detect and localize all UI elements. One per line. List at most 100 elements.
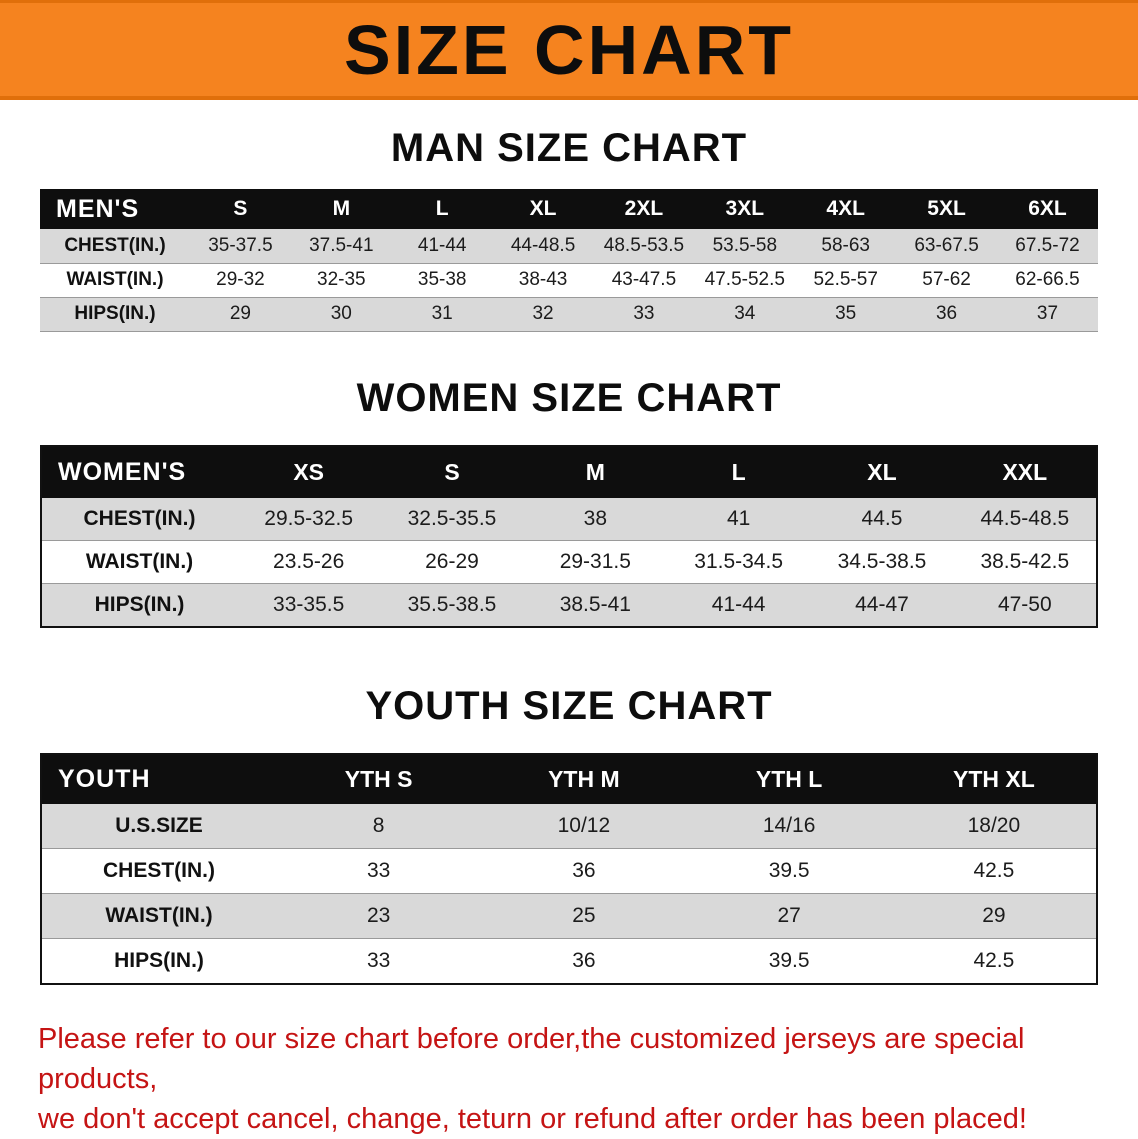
measurement-cell: 25: [572, 904, 596, 927]
measurement-cell: 41-44: [711, 592, 766, 616]
women-measurement-row: HIPS(IN.) 33-35.5 35.5-38.5 38.5-41 41-44 44-…: [41, 583, 1097, 627]
measurement-cell: 32: [532, 303, 554, 324]
measurement-cell: 42.5: [973, 948, 1015, 972]
measurement-cell: 42.5: [973, 859, 1015, 882]
women-size-header: XL: [810, 445, 954, 498]
women-header-row: WOMEN'S XS S M L XL XXL: [41, 445, 1097, 498]
row-label: U.S.SIZE: [115, 813, 203, 837]
measurement-cell: 41: [726, 506, 751, 530]
measurement-cell: 33: [633, 303, 655, 324]
women-size-header: L: [666, 445, 811, 498]
measurement-cell: 63-67.5: [914, 234, 979, 256]
measurement-cell: 44.5: [861, 506, 903, 530]
men-size-header: 4XL: [795, 189, 897, 229]
measurement-cell: 58-63: [821, 234, 870, 256]
men-measurement-row: WAIST(IN.) 29-32 32-35 35-38 38-43 43-47.5 47.…: [40, 263, 1098, 297]
measurement-cell: 32-35: [317, 269, 366, 290]
youth-table-title: YOUTH: [41, 753, 276, 804]
measurement-cell: 53.5-58: [712, 234, 778, 256]
measurement-cell: 35-38: [417, 269, 467, 290]
youth-size-header: YTH S: [276, 753, 482, 804]
measurement-cell: 36: [572, 948, 596, 972]
measurement-cell: 29-32: [216, 269, 265, 290]
measurement-cell: 34.5-38.5: [837, 550, 927, 573]
men-size-table: MEN'S S M L XL 2XL 3XL 4XL 5XL 6XL CHEST(IN.) 35-37…: [40, 189, 1098, 332]
page-title: SIZE CHART: [344, 10, 794, 89]
men-section-heading: MAN SIZE CHART: [390, 126, 748, 170]
measurement-cell: 67.5-72: [1015, 234, 1080, 256]
men-measurement-row: CHEST(IN.) 35-37.5 37.5-41 41-44 44-48.5 48.5…: [40, 229, 1098, 263]
measurement-cell: 44.5-48.5: [980, 506, 1070, 530]
youth-measurement-row: WAIST(IN.) 23 25 27 29: [41, 893, 1097, 939]
measurement-cell: 33: [366, 948, 391, 972]
youth-measurement-row: CHEST(IN.) 33 36 39.5 42.5: [41, 848, 1097, 894]
measurement-cell: 38: [583, 506, 607, 530]
men-size-header: 6XL: [997, 189, 1098, 229]
measurement-cell: 18/20: [967, 813, 1021, 837]
measurement-cell: 10/12: [557, 813, 611, 837]
measurement-cell: 29: [982, 904, 1006, 927]
row-label: HIPS(IN.): [94, 592, 185, 616]
men-measurement-row: HIPS(IN.) 29 30 31 32 33 34 35 36 37: [40, 297, 1098, 331]
row-label: CHEST(IN.): [64, 234, 166, 256]
footer-disclaimer-line2: we don't accept cancel, change, teturn o…: [38, 1102, 1027, 1135]
youth-measurement-row: U.S.SIZE 8 10/12 14/16 18/20: [41, 803, 1097, 849]
measurement-cell: 35.5-38.5: [407, 592, 497, 616]
youth-header-row: YOUTH YTH S YTH M YTH L YTH XL: [41, 753, 1097, 804]
measurement-cell: 33-35.5: [273, 592, 345, 616]
women-size-header: S: [380, 445, 524, 498]
measurement-cell: 29.5-32.5: [264, 506, 354, 530]
row-label: HIPS(IN.): [114, 948, 204, 972]
measurement-cell: 52.5-57: [813, 269, 878, 290]
row-label: WAIST(IN.): [105, 904, 213, 927]
row-label: WAIST(IN.): [66, 269, 164, 290]
banner: SIZE CHART: [0, 0, 1138, 100]
footer-disclaimer-line1: Please refer to our size chart before or…: [38, 1022, 1025, 1095]
measurement-cell: 39.5: [768, 948, 810, 972]
measurement-cell: 32.5-35.5: [407, 506, 497, 530]
measurement-cell: 38.5-42.5: [980, 550, 1070, 573]
measurement-cell: 31.5-34.5: [694, 550, 784, 573]
measurement-cell: 27: [777, 904, 801, 927]
measurement-cell: 47-50: [997, 592, 1052, 616]
measurement-cell: 29: [229, 303, 251, 324]
measurement-cell: 48.5-53.5: [603, 234, 685, 256]
measurement-cell: 44-47: [855, 592, 909, 616]
men-section: MAN SIZE CHART MEN'S S M L XL 2XL 3XL 4XL 5XL 6XL…: [0, 126, 1138, 332]
measurement-cell: 36: [572, 859, 596, 882]
youth-size-header: YTH L: [686, 753, 892, 804]
youth-measurement-row: HIPS(IN.) 33 36 39.5 42.5: [41, 938, 1097, 984]
measurement-cell: 57-62: [922, 269, 971, 290]
footer-disclaimer: Please refer to our size chart before or…: [38, 1019, 1100, 1139]
men-size-header: 3XL: [694, 189, 796, 229]
measurement-cell: 35-37.5: [208, 234, 273, 256]
measurement-cell: 62-66.5: [1015, 269, 1080, 290]
women-size-header: XXL: [953, 445, 1097, 498]
measurement-cell: 47.5-52.5: [704, 269, 785, 290]
women-section: WOMEN SIZE CHART WOMEN'S XS S M L XL XXL CHEST(…: [0, 376, 1138, 628]
measurement-cell: 31: [431, 303, 453, 324]
men-size-header: 5XL: [896, 189, 997, 229]
measurement-cell: 33: [366, 859, 391, 882]
men-size-header: M: [290, 189, 392, 229]
row-label: CHEST(IN.): [103, 859, 215, 882]
youth-section: YOUTH SIZE CHART YOUTH YTH S YTH M YTH L YTH…: [0, 684, 1138, 985]
measurement-cell: 37: [1036, 303, 1059, 324]
men-size-header: L: [391, 189, 493, 229]
women-measurement-row: WAIST(IN.) 23.5-26 26-29 29-31.5 31.5-34.5 34…: [41, 540, 1097, 584]
measurement-cell: 34: [734, 303, 756, 324]
row-label: CHEST(IN.): [83, 506, 196, 530]
youth-size-header: YTH XL: [891, 753, 1097, 804]
youth-size-header: YTH M: [481, 753, 687, 804]
women-size-header: M: [523, 445, 667, 498]
men-table-title: MEN'S: [40, 189, 190, 229]
measurement-cell: 30: [330, 303, 352, 324]
women-size-header: XS: [237, 445, 381, 498]
measurement-cell: 26-29: [425, 550, 479, 573]
men-size-header: 2XL: [593, 189, 695, 229]
men-header-row: MEN'S S M L XL 2XL 3XL 4XL 5XL 6XL: [40, 189, 1098, 229]
measurement-cell: 35: [835, 303, 857, 324]
youth-section-heading: YOUTH SIZE CHART: [365, 683, 773, 728]
men-size-header: XL: [492, 189, 594, 229]
measurement-cell: 14/16: [762, 813, 816, 837]
